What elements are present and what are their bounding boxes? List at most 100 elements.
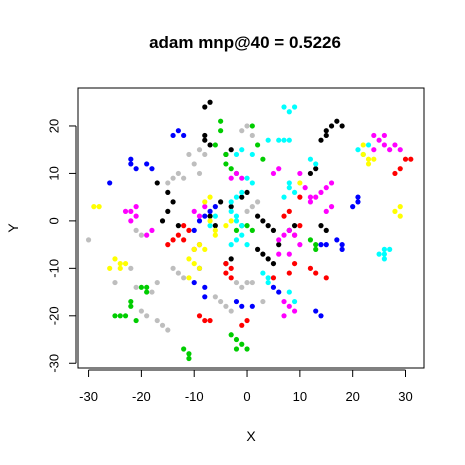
data-point-black-34 xyxy=(318,137,324,143)
data-point-green-22 xyxy=(133,317,139,324)
data-point-red-25 xyxy=(402,156,409,162)
y-tick-label: -20 xyxy=(47,306,62,325)
data-point-black-26 xyxy=(260,251,266,257)
data-point-yellow-2 xyxy=(112,256,118,262)
data-point-gray-31 xyxy=(202,151,208,158)
data-point-green-25 xyxy=(186,355,192,362)
data-point-magenta-39 xyxy=(371,147,377,153)
data-point-blue-32 xyxy=(212,204,218,210)
data-point-black-38 xyxy=(334,118,340,124)
data-point-magenta-36 xyxy=(387,147,393,153)
data-point-yellow-11 xyxy=(191,246,197,252)
data-point-yellow-9 xyxy=(186,275,192,281)
data-point-black-10 xyxy=(218,199,224,205)
data-point-green-13 xyxy=(249,227,255,233)
data-point-yellow-22 xyxy=(365,161,372,167)
data-point-blue-27 xyxy=(339,246,345,252)
data-point-black-20 xyxy=(260,218,266,224)
data-point-cyan-23 xyxy=(260,270,266,276)
data-point-black-2 xyxy=(202,132,208,139)
x-tick-label: -20 xyxy=(132,389,151,404)
data-point-green-32 xyxy=(313,242,319,248)
data-point-cyan-2 xyxy=(291,104,298,110)
data-point-black-4 xyxy=(202,137,208,143)
data-point-black-25 xyxy=(255,246,261,252)
x-axis-label: X xyxy=(246,428,256,444)
data-point-magenta-42 xyxy=(286,251,292,257)
data-point-black-28 xyxy=(270,260,277,267)
data-point-magenta-8 xyxy=(196,213,203,219)
data-point-magenta-38 xyxy=(397,147,403,153)
data-point-magenta-21 xyxy=(323,185,329,191)
data-point-magenta-28 xyxy=(291,232,298,238)
data-point-cyan-9 xyxy=(286,137,292,143)
data-point-green-30 xyxy=(233,346,240,352)
data-point-blue-7 xyxy=(181,132,187,139)
data-point-gray-0 xyxy=(85,237,92,243)
data-point-black-3 xyxy=(207,142,213,148)
y-tick-label: -30 xyxy=(47,354,62,373)
data-point-red-16 xyxy=(244,317,250,324)
data-point-cyan-29 xyxy=(291,189,298,196)
data-point-gray-39 xyxy=(138,232,144,238)
data-point-green-29 xyxy=(244,346,250,352)
data-point-gray-27 xyxy=(186,151,192,158)
data-point-red-7 xyxy=(170,237,176,243)
x-tick-label: 0 xyxy=(243,389,250,404)
data-point-red-12 xyxy=(196,313,203,319)
data-point-cyan-0 xyxy=(281,104,287,110)
x-tick-label: 10 xyxy=(293,389,307,404)
data-point-yellow-19 xyxy=(360,142,366,148)
data-point-blue-5 xyxy=(170,132,176,139)
data-point-black-37 xyxy=(328,123,335,129)
data-point-cyan-40 xyxy=(286,289,292,295)
data-point-green-28 xyxy=(239,341,245,347)
data-point-gray-11 xyxy=(212,294,218,300)
data-point-blue-24 xyxy=(323,242,329,248)
data-point-gray-29 xyxy=(196,170,203,177)
data-point-red-8 xyxy=(223,260,229,267)
data-point-magenta-11 xyxy=(233,170,240,177)
data-point-green-26 xyxy=(228,332,234,338)
data-point-red-11 xyxy=(228,275,234,281)
data-point-yellow-8 xyxy=(191,260,197,267)
data-point-magenta-26 xyxy=(281,232,287,238)
data-point-yellow-5 xyxy=(122,260,129,267)
data-point-cyan-32 xyxy=(365,142,372,148)
y-axis: -30 -20 -10 0 10 20 xyxy=(47,119,77,373)
data-point-gray-5 xyxy=(133,284,139,290)
data-point-gray-30 xyxy=(196,147,203,153)
data-point-gray-2 xyxy=(128,265,134,271)
data-point-green-3 xyxy=(223,151,229,158)
data-point-cyan-15 xyxy=(228,208,234,214)
y-tick-label: 20 xyxy=(47,119,62,133)
data-point-blue-21 xyxy=(355,199,361,205)
data-point-blue-14 xyxy=(239,303,245,309)
data-point-black-31 xyxy=(291,223,298,229)
data-point-green-12 xyxy=(244,223,250,229)
data-point-magenta-24 xyxy=(328,204,335,210)
data-point-cyan-6 xyxy=(265,137,271,143)
data-point-cyan-37 xyxy=(381,251,387,257)
data-point-blue-31 xyxy=(207,208,213,214)
data-point-red-21 xyxy=(313,270,319,276)
data-point-black-11 xyxy=(228,204,234,210)
data-point-blue-20 xyxy=(350,204,356,210)
data-point-magenta-43 xyxy=(297,242,303,248)
data-point-magenta-30 xyxy=(286,303,292,309)
data-point-green-24 xyxy=(186,351,192,357)
data-point-blue-18 xyxy=(313,308,319,314)
data-point-cyan-16 xyxy=(233,213,240,219)
data-point-blue-26 xyxy=(339,242,345,248)
data-point-black-29 xyxy=(276,242,282,248)
data-point-green-5 xyxy=(228,166,234,172)
data-point-yellow-14 xyxy=(212,227,218,233)
data-point-blue-8 xyxy=(107,180,113,186)
data-point-magenta-27 xyxy=(286,227,292,233)
data-point-red-19 xyxy=(291,260,298,267)
y-axis-label: Y xyxy=(5,223,21,233)
data-point-red-23 xyxy=(392,170,398,177)
data-point-red-28 xyxy=(286,208,292,214)
data-point-gray-10 xyxy=(165,327,171,333)
data-point-magenta-20 xyxy=(318,189,324,196)
